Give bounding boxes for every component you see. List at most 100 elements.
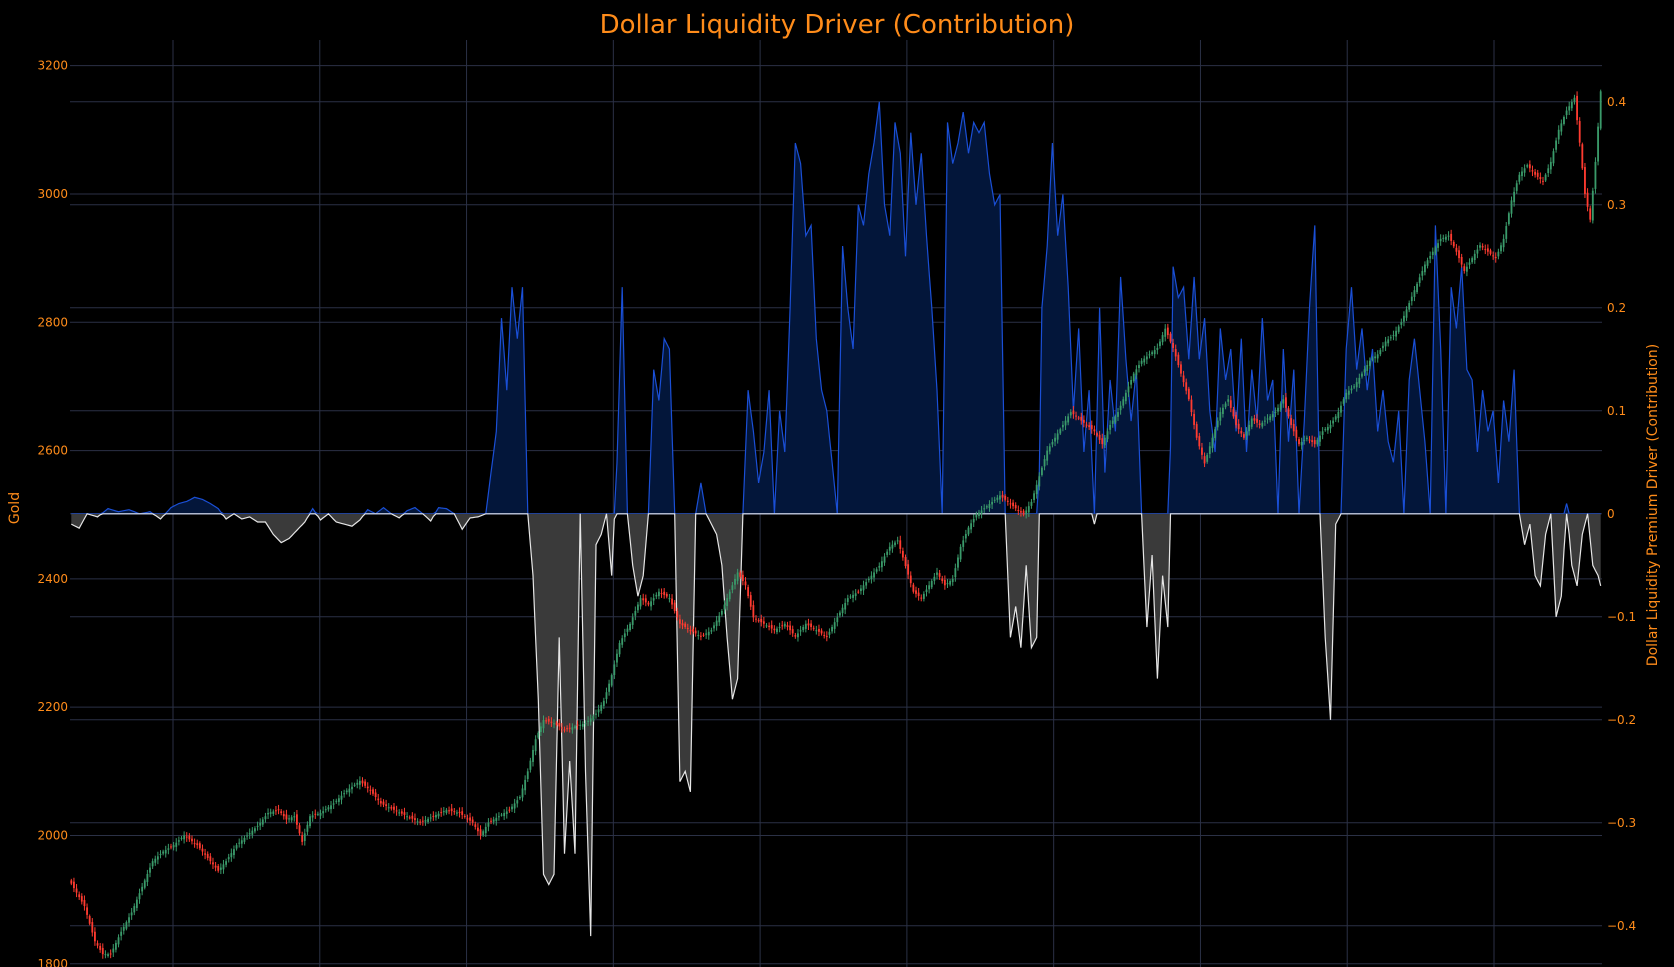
candlestick <box>238 838 241 848</box>
candlestick <box>1082 415 1085 428</box>
candle-body <box>1502 238 1505 248</box>
candlestick <box>1492 251 1495 260</box>
candle-body <box>1075 415 1077 417</box>
candlestick <box>1219 407 1222 426</box>
candle-body <box>377 798 380 801</box>
candlestick <box>319 809 322 820</box>
candle-body <box>416 821 419 823</box>
candlestick <box>778 622 781 633</box>
candle-body <box>731 585 734 590</box>
candle-body <box>109 953 112 955</box>
candle-body <box>1164 328 1167 337</box>
candle-body <box>1426 260 1429 266</box>
candle-body <box>626 628 629 632</box>
left-y-tick-labels: 1800 2000 2200 2400 2600 2800 3000 3200 <box>37 59 68 967</box>
candlestick <box>440 807 443 817</box>
candlestick <box>1384 336 1387 352</box>
candle-body <box>1371 358 1374 360</box>
candlestick <box>324 805 327 813</box>
candlestick <box>846 594 849 606</box>
candlestick <box>1489 248 1492 256</box>
candle-body <box>327 807 330 810</box>
candlestick <box>456 809 458 817</box>
candle-body <box>857 591 860 593</box>
candlestick <box>901 547 904 561</box>
candle-body <box>1161 335 1164 343</box>
candle-body <box>364 781 367 786</box>
candlestick <box>713 622 715 632</box>
candle-body <box>1277 407 1279 412</box>
candlestick <box>309 814 311 829</box>
candle-body <box>311 815 314 818</box>
candle-body <box>566 728 569 730</box>
candlestick <box>917 588 920 601</box>
candle-body <box>988 504 991 508</box>
candlestick <box>1505 222 1508 243</box>
candlestick <box>699 632 702 641</box>
candlestick <box>1444 234 1447 243</box>
candlestick <box>676 607 679 621</box>
candlestick <box>180 836 183 841</box>
candlestick <box>243 835 246 845</box>
candlestick <box>741 570 744 586</box>
candlestick <box>715 615 718 631</box>
candlestick <box>736 568 739 585</box>
candlestick <box>1250 416 1253 430</box>
candlestick <box>964 529 967 543</box>
candlestick <box>445 807 448 815</box>
candlestick <box>807 618 810 631</box>
candlestick <box>1051 439 1054 448</box>
candlestick <box>776 626 778 635</box>
candlestick <box>1542 176 1544 186</box>
candlestick <box>634 606 637 621</box>
candle-body <box>574 726 576 728</box>
candlestick <box>1311 435 1314 447</box>
candlestick <box>1109 420 1112 435</box>
candlestick <box>469 812 471 826</box>
candlestick <box>873 568 875 582</box>
candle-body <box>1510 200 1513 214</box>
candlestick <box>387 803 390 813</box>
candlestick <box>1500 242 1502 254</box>
right-y-tick-label: 0.4 <box>1607 95 1626 109</box>
candlestick <box>637 601 639 613</box>
candle-body <box>1518 174 1521 182</box>
candle-body <box>385 804 388 806</box>
candlestick <box>453 807 456 815</box>
candlestick <box>891 540 894 553</box>
candle-body <box>631 617 634 625</box>
candle-body <box>836 617 839 623</box>
candlestick <box>172 841 175 851</box>
candlestick <box>692 626 694 635</box>
candlestick <box>222 859 225 874</box>
candle-body <box>1148 354 1151 356</box>
candlestick <box>201 844 204 856</box>
candle-body <box>1308 439 1311 441</box>
candle-body <box>1216 420 1219 428</box>
candle-body <box>1237 423 1240 430</box>
candlestick <box>1164 324 1167 342</box>
candle-body <box>1465 266 1468 272</box>
candlestick <box>251 827 254 839</box>
candlestick <box>293 811 296 822</box>
candle-body <box>1106 431 1109 440</box>
candlestick <box>461 807 464 820</box>
candle-body <box>1109 424 1112 430</box>
candlestick <box>760 614 763 627</box>
candle-body <box>791 629 794 634</box>
candlestick <box>985 504 988 510</box>
candlestick <box>1243 432 1245 440</box>
candlestick <box>1515 180 1518 194</box>
candlestick <box>492 816 495 825</box>
left-y-tick-label: 1800 <box>37 957 68 967</box>
candlestick <box>122 923 125 935</box>
candlestick <box>539 722 542 736</box>
candle-body <box>878 566 881 568</box>
candle-body <box>1235 414 1237 425</box>
candle-body <box>933 576 936 581</box>
candle-body <box>676 610 679 618</box>
candle-body <box>133 906 136 913</box>
right-y-tick-label: 0.2 <box>1607 301 1626 315</box>
candle-body <box>650 601 652 607</box>
candle-body <box>1119 405 1122 411</box>
